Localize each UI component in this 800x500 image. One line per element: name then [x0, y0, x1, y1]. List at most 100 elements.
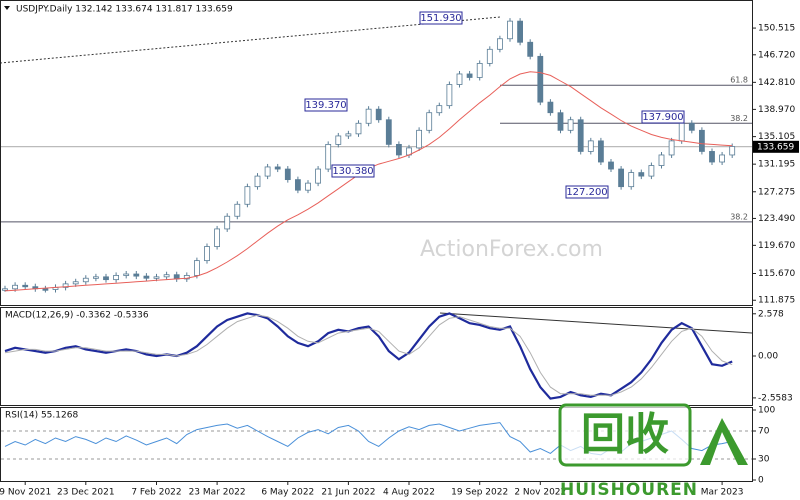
- logo-icon: [700, 418, 748, 465]
- candle: [527, 41, 534, 57]
- candle: [22, 284, 29, 288]
- candle: [395, 143, 402, 156]
- candle: [103, 276, 109, 281]
- annotation-box: [331, 164, 375, 178]
- annotation-box: [565, 185, 609, 199]
- last-price-box: [753, 140, 799, 153]
- candle: [2, 288, 8, 291]
- x-tick-label: 4 Aug 2022: [383, 488, 435, 498]
- fib-label: 38.2: [730, 114, 748, 123]
- candle: [446, 84, 453, 107]
- candle: [729, 146, 736, 156]
- candle: [436, 105, 443, 114]
- logo-subtitle: HUISHOUREN: [560, 480, 698, 500]
- candle: [496, 38, 503, 50]
- candle: [153, 276, 160, 279]
- macd-title: MACD(12,26,9) -0.3362 -0.5336: [5, 311, 149, 321]
- candle: [507, 20, 513, 40]
- y-tick-label: 146.720: [758, 50, 795, 60]
- annotation-box: [304, 98, 348, 112]
- chart-title: USDJPY.Daily 132.142 133.674 131.817 133…: [16, 5, 233, 15]
- candle: [133, 273, 140, 277]
- x-tick-label: 21 Jun 2022: [321, 488, 375, 498]
- candle: [365, 108, 372, 124]
- y-tick-label: 0: [758, 476, 764, 486]
- candle: [315, 168, 322, 184]
- candle: [375, 108, 382, 121]
- title-arrow: [4, 6, 10, 10]
- candle: [587, 140, 594, 152]
- candle: [699, 129, 705, 152]
- last-price-label: 133.659: [757, 142, 794, 152]
- candle: [486, 48, 493, 64]
- fib-label: 61.8: [730, 76, 748, 85]
- annotation-box: [641, 110, 685, 124]
- annotation: 151.930: [420, 13, 461, 24]
- x-tick-label: 7 Feb 2022: [131, 488, 181, 498]
- y-tick-label: 119.670: [758, 241, 795, 251]
- annotation: 139.370: [305, 100, 346, 111]
- candle: [143, 275, 150, 279]
- x-tick-label: 2 Nov 2022: [514, 488, 566, 498]
- x-tick-label: Mar 2023: [701, 488, 744, 498]
- candle: [325, 143, 332, 170]
- candle: [658, 154, 665, 166]
- candle: [264, 166, 271, 177]
- y-tick-label: 100: [758, 406, 775, 416]
- candle: [193, 260, 200, 276]
- y-tick-label: 123.490: [758, 214, 795, 224]
- logo-title: 回收: [581, 409, 669, 460]
- fib-label: 38.2: [730, 212, 748, 221]
- candle: [426, 112, 433, 131]
- y-tick-label: -2.5583: [758, 393, 793, 403]
- candle: [72, 281, 79, 285]
- candle: [82, 277, 89, 283]
- annotation: 137.900: [642, 112, 683, 123]
- x-tick-label: 9 Nov 2021: [0, 488, 51, 498]
- candle: [12, 284, 19, 290]
- y-tick-label: 135.105: [758, 132, 795, 142]
- candle: [224, 215, 231, 230]
- candle: [628, 172, 635, 188]
- y-tick-label: 70: [758, 427, 770, 437]
- price-panel: [0, 0, 753, 306]
- candle: [668, 140, 675, 156]
- candle: [294, 179, 301, 191]
- candle: [244, 186, 251, 205]
- candle: [284, 168, 291, 181]
- logo: 回收 HUISHOUREN: [558, 403, 748, 500]
- candle: [163, 274, 170, 278]
- candle: [204, 246, 210, 262]
- y-tick-label: 111.875: [758, 296, 795, 306]
- candle: [335, 135, 342, 145]
- candle: [648, 165, 655, 177]
- candle: [709, 151, 715, 163]
- y-tick-label: 142.810: [758, 78, 795, 88]
- candle: [598, 140, 604, 163]
- candle: [274, 166, 281, 170]
- y-tick-label: 115.670: [758, 269, 795, 279]
- candle: [688, 122, 695, 131]
- candle: [476, 62, 483, 78]
- candle: [113, 275, 119, 281]
- candle: [214, 228, 221, 247]
- annotation: 130.380: [332, 166, 373, 177]
- y-tick-label: 138.970: [758, 105, 795, 115]
- candle: [547, 101, 554, 114]
- candle: [638, 172, 645, 177]
- candle: [466, 73, 473, 78]
- annotation: 127.200: [566, 187, 607, 198]
- x-tick-label: 23 Mar 2022: [189, 488, 246, 498]
- candle: [305, 182, 311, 191]
- x-tick-label: 19 Sep 2022: [451, 488, 508, 498]
- watermark: ActionForex.com: [420, 237, 603, 262]
- logo-box: [558, 403, 692, 467]
- candle: [678, 122, 685, 142]
- candle: [62, 283, 69, 288]
- candle: [42, 288, 49, 291]
- series-line: [4, 314, 733, 396]
- candle: [93, 276, 99, 279]
- candle: [123, 273, 130, 276]
- x-tick-label: 6 May 2022: [261, 488, 314, 498]
